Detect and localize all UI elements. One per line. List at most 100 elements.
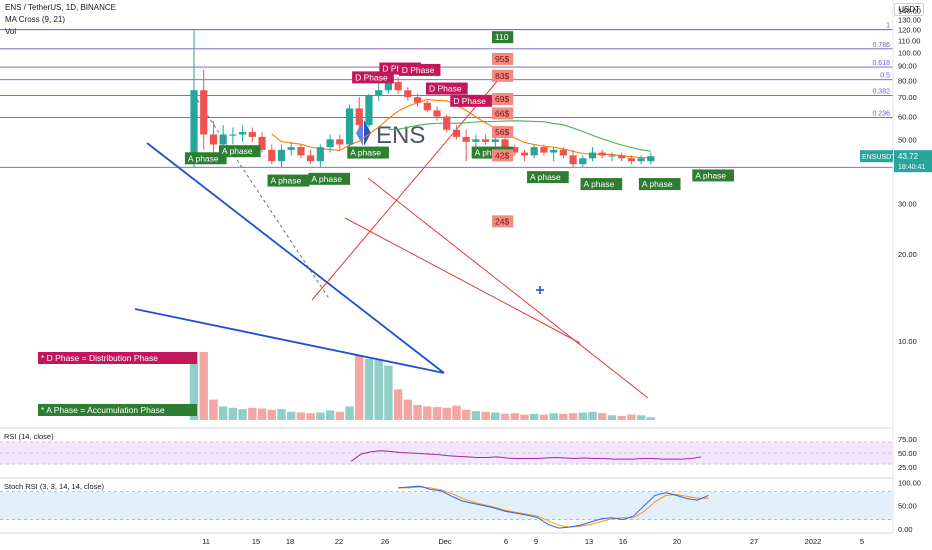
candle[interactable] [200,69,208,150]
volume-bar [189,352,199,420]
candle[interactable] [530,144,538,159]
candle-body [248,132,256,137]
candle[interactable] [336,134,344,150]
price-target-label[interactable]: 69$ [492,92,514,105]
candle-body [365,95,373,126]
candle[interactable] [472,134,480,148]
last-price-symbol: ENSUSDT [862,154,896,161]
candle[interactable] [511,144,519,156]
downtrend-channel-lower-line[interactable] [344,217,581,344]
candle[interactable] [637,155,645,165]
candle-body [200,90,208,135]
volume-bar [452,405,461,420]
price-target-label[interactable]: 56$ [492,126,514,139]
candle[interactable] [326,134,334,153]
price-target-label[interactable]: 83$ [492,69,514,82]
candle[interactable] [394,77,402,94]
price-target-label[interactable]: 42$ [492,149,514,162]
d-phase-label[interactable]: D Phase [450,94,492,107]
candle[interactable] [229,127,237,145]
downtrend-channel-upper-line[interactable] [367,177,649,399]
candle[interactable] [452,125,461,140]
legend-note[interactable]: * A Phase = Accumulation Phase [38,404,197,416]
candle[interactable] [598,149,606,159]
candle[interactable] [268,144,276,165]
candle[interactable] [569,149,577,168]
candle-body [307,155,315,162]
rsi-tick-label: 50.00 [898,449,917,458]
a-phase-label[interactable]: A phase [184,152,227,165]
candle[interactable] [316,144,324,168]
price-target-label[interactable]: 24$ [492,215,514,228]
candle[interactable] [423,100,431,113]
a-phase-label[interactable]: A phase [638,178,681,191]
a-phase-label[interactable]: A phase [308,172,351,185]
candle[interactable] [627,155,635,165]
time-tick-label: 5 [860,537,864,546]
stoch-tick-label: 100.00 [898,478,921,487]
price-target-label-text: 95$ [495,54,509,64]
candle[interactable] [588,147,597,162]
candle[interactable] [618,152,626,162]
candle[interactable] [579,155,587,168]
candle[interactable] [297,144,305,159]
falling-wedge-lower-line[interactable] [134,308,445,374]
a-phase-label[interactable]: A phase [692,169,734,182]
candle[interactable] [375,80,383,101]
a-phase-label[interactable]: A phase [527,171,569,184]
candle-body [375,90,383,96]
candle[interactable] [413,93,422,107]
volume-bar [218,406,228,420]
volume-bar [578,412,587,420]
candle[interactable] [355,97,363,130]
volume-indicator-label[interactable]: Vol [5,27,17,36]
candle[interactable] [258,132,266,153]
a-phase-label[interactable]: A phase [580,178,623,191]
candle[interactable] [287,141,295,156]
candle[interactable] [404,86,412,101]
legend-note-text: * D Phase = Distribution Phase [41,353,158,363]
d-phase-label[interactable]: D Phase [398,63,441,76]
a-phase-label-bg [308,172,351,185]
fib-level-label: 0.786 [872,42,890,49]
a-phase-label[interactable]: A phase [347,146,389,159]
candle[interactable] [443,114,451,133]
a-phase-label[interactable]: A phase [267,174,310,187]
currency-badge[interactable]: USDT [894,3,924,16]
candle[interactable] [209,120,218,156]
candle-body [588,152,597,159]
d-phase-label[interactable]: D Phase [425,82,468,95]
candle[interactable] [462,129,470,162]
ma-cross-indicator-label[interactable]: MA Cross (9, 21) [5,15,66,24]
candle[interactable] [520,149,529,162]
candle[interactable] [540,144,548,156]
candle[interactable] [365,93,373,128]
uptrend-channel-line[interactable] [311,71,506,301]
candle[interactable] [345,104,354,148]
candle[interactable] [433,106,441,121]
volume-bar [374,360,383,420]
price-target-label[interactable]: 66$ [492,107,514,120]
candle[interactable] [307,149,315,165]
legend-note[interactable]: * D Phase = Distribution Phase [38,352,197,364]
rsi-title: RSI (14, close) [4,432,54,441]
candle[interactable] [239,125,247,142]
stoch-tick-label: 50.00 [898,502,917,511]
candle[interactable] [277,144,286,168]
price-target-label[interactable]: 95$ [492,52,514,65]
candle[interactable] [608,152,616,162]
falling-wedge-upper-line[interactable] [146,142,445,374]
candle[interactable] [248,127,256,142]
candle[interactable] [482,134,490,145]
candle[interactable] [647,152,655,165]
volume-bar [607,415,617,420]
watermark-text: ENS [376,122,425,149]
candle-body [258,136,266,150]
price-target-label[interactable]: 110 [492,31,514,44]
candle[interactable] [550,147,558,162]
a-phase-label[interactable]: A phase [218,145,261,158]
candle[interactable] [190,29,198,168]
candle[interactable] [559,147,567,159]
dashed-projection-line [193,94,331,301]
